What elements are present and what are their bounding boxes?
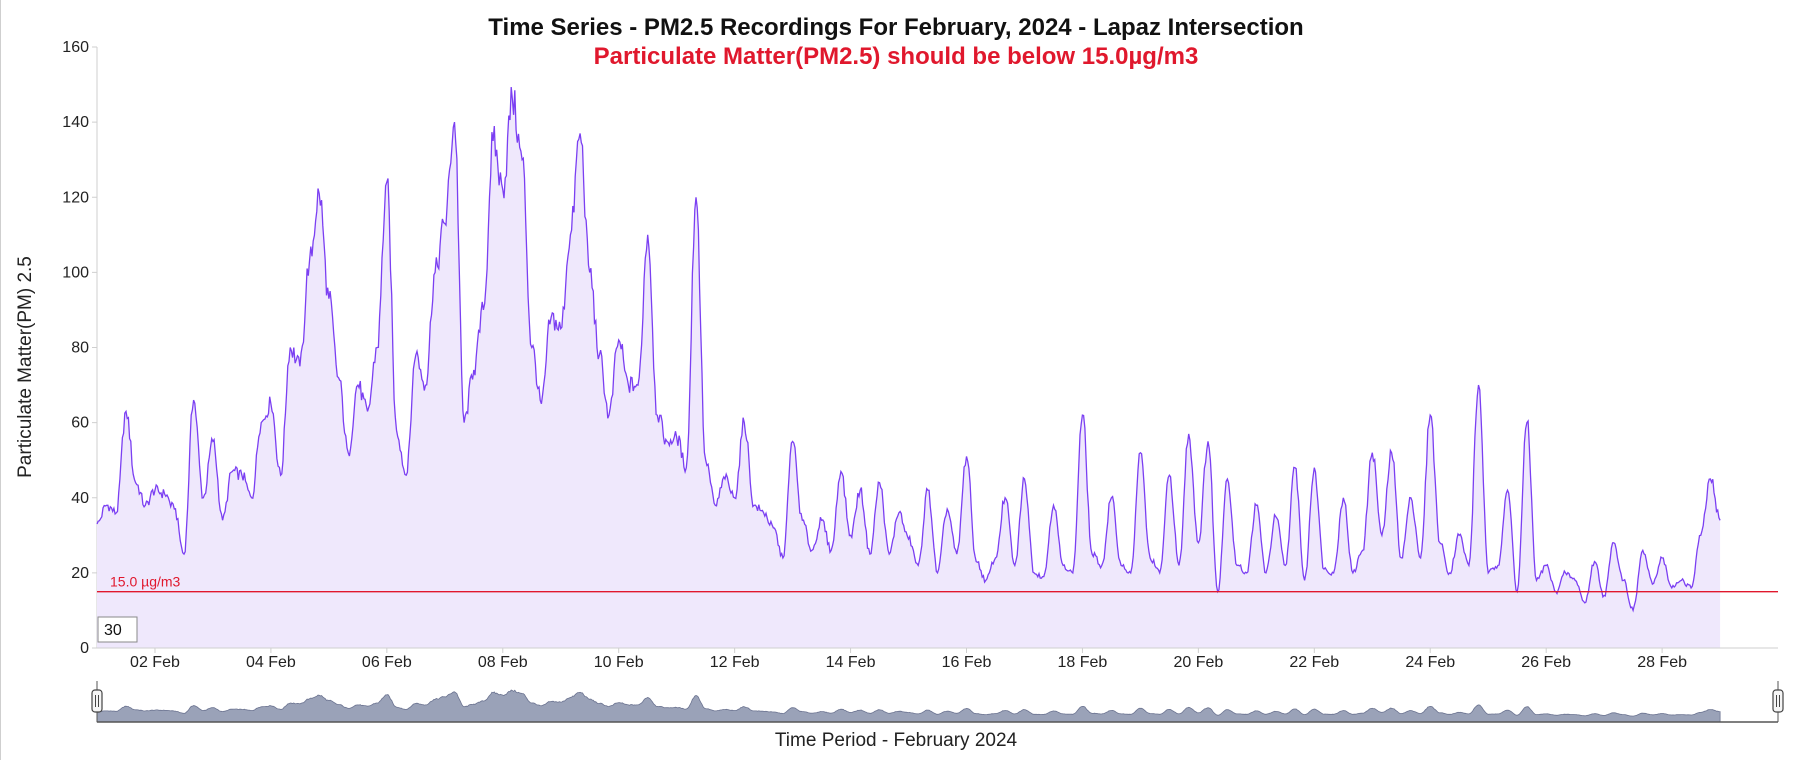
x-tick-label: 20 Feb <box>1173 654 1223 671</box>
y-tick-label: 0 <box>80 640 89 657</box>
x-tick-label: 08 Feb <box>478 654 528 671</box>
y-axis-title: Particulate Matter(PM) 2.5 <box>15 256 36 478</box>
threshold-label: 15.0 µg/m3 <box>110 574 181 590</box>
y-tick-label: 20 <box>71 565 89 582</box>
x-tick-label: 14 Feb <box>826 654 876 671</box>
smoothing-window-input[interactable]: 30 <box>97 616 138 643</box>
x-tick-label: 12 Feb <box>710 654 760 671</box>
x-tick-label: 24 Feb <box>1405 654 1455 671</box>
series-area-fill <box>97 87 1721 648</box>
x-tick-label: 06 Feb <box>362 654 412 671</box>
y-tick-label: 140 <box>62 114 89 131</box>
plot-area: 15.0 µg/m3 <box>96 86 1778 648</box>
navigator-left-handle[interactable] <box>91 689 103 713</box>
navigator-right-handle[interactable] <box>1772 689 1784 713</box>
y-tick-label: 100 <box>62 264 89 281</box>
series-line <box>96 86 1721 613</box>
x-tick-label: 04 Feb <box>246 654 296 671</box>
x-tick-label: 16 Feb <box>942 654 992 671</box>
x-axis-title: Time Period - February 2024 <box>775 730 1018 751</box>
chart-subtitle: Particulate Matter(PM2.5) should be belo… <box>594 43 1199 70</box>
x-tick-label: 10 Feb <box>594 654 644 671</box>
x-axis-ticks: 02 Feb 04 Feb 06 Feb 08 Feb 10 Feb 12 Feb 14 F… <box>130 648 1687 671</box>
x-tick-label: 28 Feb <box>1637 654 1687 671</box>
x-tick-label: 22 Feb <box>1289 654 1339 671</box>
y-tick-label: 40 <box>71 490 89 507</box>
y-tick-label: 80 <box>71 340 89 357</box>
y-tick-label: 160 <box>62 39 89 56</box>
y-tick-label: 120 <box>62 189 89 206</box>
page-left-border <box>0 0 1 760</box>
x-tick-label: 02 Feb <box>130 654 180 671</box>
range-navigator[interactable] <box>91 681 1784 723</box>
y-axis-ticks: 0 20 40 60 80 100 120 140 160 <box>62 39 97 657</box>
chart-title: Time Series - PM2.5 Recordings For Febru… <box>488 14 1303 41</box>
x-tick-label: 26 Feb <box>1521 654 1571 671</box>
navigator-area <box>96 689 1721 723</box>
y-tick-label: 60 <box>71 415 89 432</box>
smoothing-window-value: 30 <box>104 622 122 639</box>
x-tick-label: 18 Feb <box>1058 654 1108 671</box>
